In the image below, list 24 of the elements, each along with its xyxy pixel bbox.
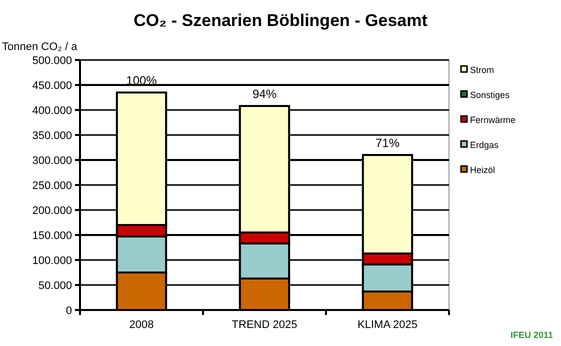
text: IFEU 2011 [510,330,553,340]
y-tick-label: 0 [66,304,72,317]
annotation: 94% [252,87,277,101]
y-tick-label: 150.000 [32,230,72,242]
x-tick-label: 2008 [129,319,154,331]
y-tick-label: 400.000 [32,104,72,117]
legend-label: Sonstiges [470,90,510,100]
y-tick-label: 300.000 [32,154,72,167]
y-axis-title: Tonnen CO₂ / a [2,41,78,53]
chart-title: CO₂ - Szenarien Böblingen - Gesamt [134,11,428,30]
x-tick-label: TREND 2025 [232,319,298,331]
annotation: 71% [375,136,400,150]
y-tick-label: 450.000 [32,80,72,92]
legend-label: Heizöl [470,165,496,176]
legend-label: Fernwärme [470,115,516,126]
legend-label: Erdgas [470,140,500,150]
y-tick-label: 100.000 [32,254,72,267]
y-tick-label: 200.000 [32,204,72,217]
y-tick-label: 500.000 [32,54,72,67]
legend-label: Strom [470,65,494,76]
y-tick-label: 350.000 [32,130,72,142]
y-tick-label: 250.000 [32,180,72,192]
y-tick-label: 50.000 [38,280,72,292]
x-tick-label: KLIMA 2025 [358,319,418,331]
